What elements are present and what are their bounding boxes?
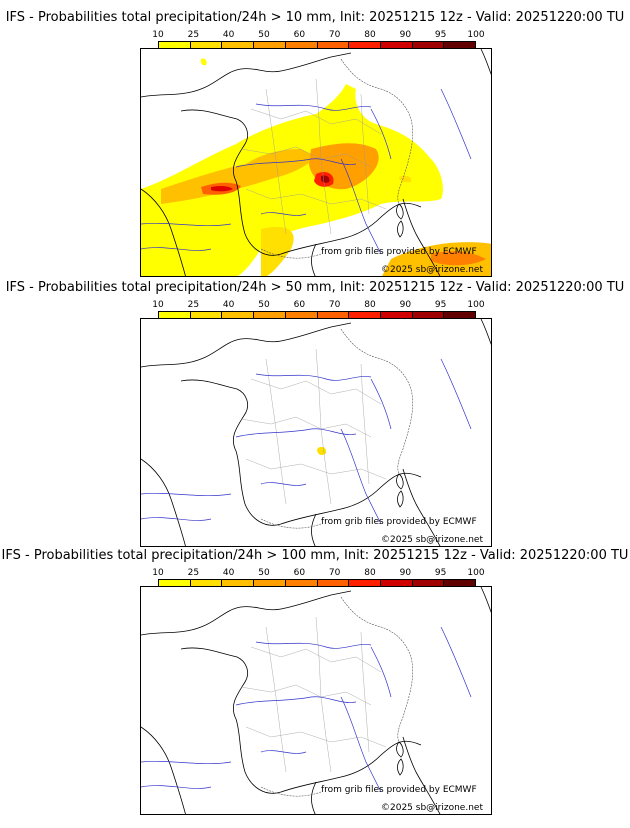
borders bbox=[260, 328, 414, 529]
scale-swatch bbox=[317, 580, 350, 586]
rivers bbox=[141, 88, 472, 255]
rivers bbox=[141, 626, 472, 793]
scale-tick-label: 40 bbox=[222, 30, 235, 40]
probability-shading bbox=[317, 446, 327, 456]
scale-tick-label: 90 bbox=[399, 300, 412, 310]
rivers bbox=[141, 358, 472, 525]
scale-tick-label: 50 bbox=[258, 568, 270, 578]
scale-swatch bbox=[190, 580, 223, 586]
source-credit: from grib files provided by ECMWF bbox=[321, 785, 477, 795]
scale-tick-label: 60 bbox=[293, 30, 306, 40]
copyright-credit: ©2025 sb@irizone.net bbox=[381, 535, 483, 545]
scale-swatch bbox=[349, 42, 381, 48]
scale-tick-label: 40 bbox=[222, 300, 235, 310]
scale-tick-label: 25 bbox=[187, 30, 200, 40]
coastlines bbox=[141, 49, 491, 276]
scale-swatch bbox=[317, 42, 350, 48]
scale-tick-label: 70 bbox=[328, 300, 341, 310]
scale-tick-label: 80 bbox=[364, 300, 376, 310]
precip-map: from grib files provided by ECMWF ©2025 … bbox=[140, 48, 492, 277]
scale-swatch bbox=[444, 312, 476, 318]
scale-tick-label: 90 bbox=[399, 568, 412, 578]
panel-title: IFS - Probabilities total precipitation/… bbox=[5, 280, 625, 295]
scale-tick-label: 95 bbox=[434, 300, 447, 310]
scale-swatch bbox=[159, 580, 191, 586]
scale-tick-label: 60 bbox=[293, 300, 306, 310]
scale-swatch bbox=[254, 580, 286, 586]
scale-swatch bbox=[412, 312, 445, 318]
scale-tick-label: 100 bbox=[467, 30, 485, 40]
scale-tick-label: 95 bbox=[434, 30, 447, 40]
source-credit: from grib files provided by ECMWF bbox=[321, 517, 477, 527]
scale-tick-label: 25 bbox=[187, 300, 200, 310]
precip-map: from grib files provided by ECMWF ©2025 … bbox=[140, 586, 492, 815]
scale-swatch bbox=[380, 42, 413, 48]
scale-swatch bbox=[254, 312, 286, 318]
scale-swatch bbox=[159, 312, 191, 318]
scale-tick-label: 60 bbox=[293, 568, 306, 578]
scale-swatch bbox=[254, 42, 286, 48]
scale-tick-label: 50 bbox=[258, 30, 270, 40]
scale-tick-label: 100 bbox=[467, 568, 485, 578]
scale-swatch bbox=[222, 42, 255, 48]
source-credit: from grib files provided by ECMWF bbox=[321, 247, 477, 257]
scale-swatch bbox=[380, 312, 413, 318]
panel-title: IFS - Probabilities total precipitation/… bbox=[1, 548, 629, 563]
scale-swatch bbox=[349, 580, 381, 586]
regional-boundaries bbox=[240, 348, 387, 505]
coastlines bbox=[141, 587, 491, 814]
coastlines bbox=[141, 319, 491, 546]
scale-swatch bbox=[380, 580, 413, 586]
scale-tick-label: 70 bbox=[328, 568, 341, 578]
scale-tick-label: 10 bbox=[152, 568, 164, 578]
precip-map: from grib files provided by ECMWF ©2025 … bbox=[140, 318, 492, 547]
regional-boundaries bbox=[240, 78, 387, 235]
borders bbox=[260, 596, 414, 797]
map-panel-50mm: IFS - Probabilities total precipitation/… bbox=[0, 280, 630, 550]
scale-tick-label: 90 bbox=[399, 30, 412, 40]
scale-tick-label: 70 bbox=[328, 30, 341, 40]
scale-swatch bbox=[412, 580, 445, 586]
scale-swatch bbox=[222, 312, 255, 318]
copyright-credit: ©2025 sb@irizone.net bbox=[381, 265, 483, 275]
scale-tick-label: 50 bbox=[258, 300, 270, 310]
map-panel-10mm: IFS - Probabilities total precipitation/… bbox=[0, 10, 630, 280]
copyright-credit: ©2025 sb@irizone.net bbox=[381, 803, 483, 813]
scale-swatch bbox=[317, 312, 350, 318]
scale-tick-label: 10 bbox=[152, 30, 164, 40]
scale-tick-label: 10 bbox=[152, 300, 164, 310]
scale-swatch bbox=[349, 312, 381, 318]
regional-boundaries bbox=[240, 616, 387, 773]
scale-swatch bbox=[222, 580, 255, 586]
scale-swatch bbox=[412, 42, 445, 48]
map-graphic bbox=[141, 587, 491, 814]
map-graphic bbox=[141, 319, 491, 546]
probability-scale: 10 25 40 50 60 70 80 90 95 100 bbox=[152, 568, 485, 588]
scale-swatch bbox=[444, 580, 476, 586]
scale-swatch bbox=[190, 42, 223, 48]
scale-swatch bbox=[285, 42, 318, 48]
scale-tick-label: 80 bbox=[364, 30, 376, 40]
borders bbox=[260, 58, 414, 259]
scale-tick-label: 80 bbox=[364, 568, 376, 578]
scale-swatch bbox=[285, 312, 318, 318]
scale-swatch bbox=[285, 580, 318, 586]
scale-tick-label: 100 bbox=[467, 300, 485, 310]
map-panel-100mm: IFS - Probabilities total precipitation/… bbox=[0, 548, 630, 818]
map-graphic bbox=[141, 49, 491, 276]
scale-swatch bbox=[190, 312, 223, 318]
panel-title: IFS - Probabilities total precipitation/… bbox=[5, 10, 625, 25]
probability-scale: 10 25 40 50 60 70 80 90 95 100 bbox=[152, 30, 485, 50]
scale-swatch bbox=[159, 42, 191, 48]
scale-tick-label: 40 bbox=[222, 568, 235, 578]
scale-swatch bbox=[444, 42, 476, 48]
scale-tick-label: 95 bbox=[434, 568, 447, 578]
probability-scale: 10 25 40 50 60 70 80 90 95 100 bbox=[152, 300, 485, 320]
scale-tick-label: 25 bbox=[187, 568, 200, 578]
